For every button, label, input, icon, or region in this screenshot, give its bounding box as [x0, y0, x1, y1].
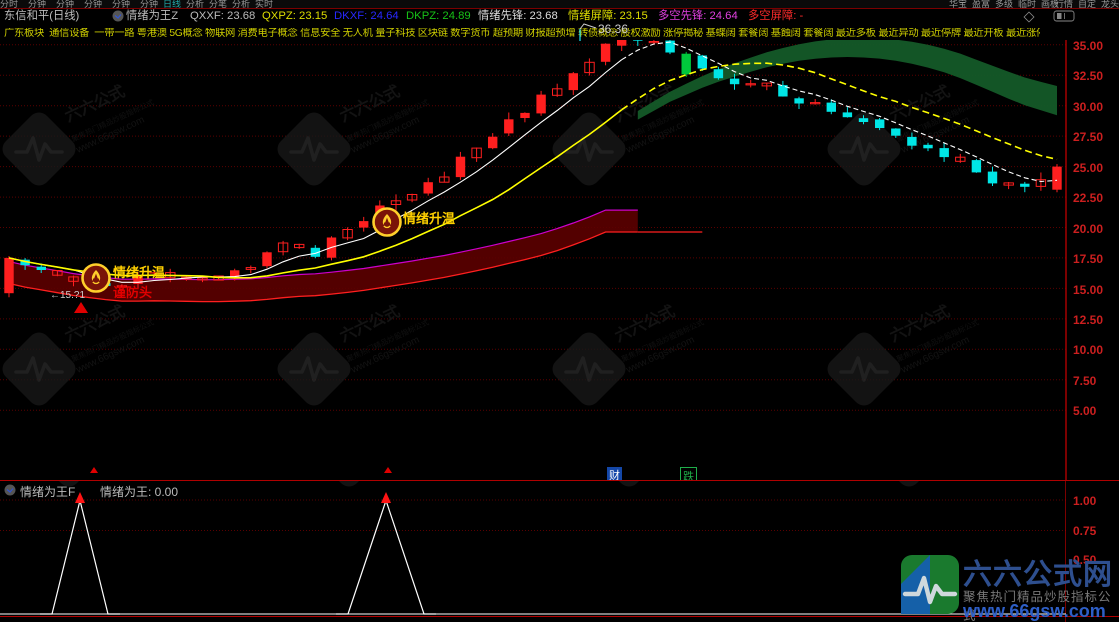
- svg-text:36.36: 36.36: [598, 23, 628, 36]
